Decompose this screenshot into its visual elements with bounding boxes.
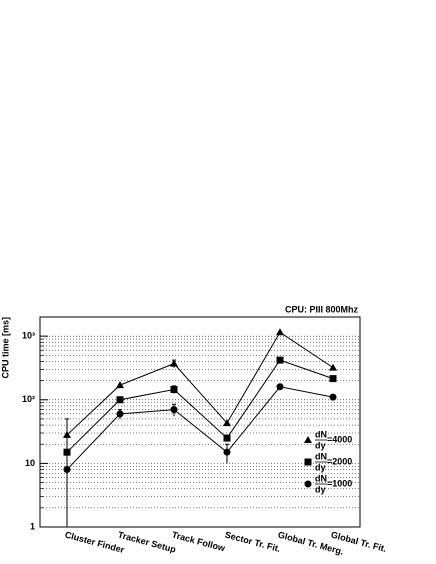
marker xyxy=(170,359,178,367)
series-line xyxy=(66,386,334,470)
legend-numerator: dN xyxy=(315,451,327,461)
legend-numerator: dN xyxy=(315,473,327,483)
legend-numerator: dN xyxy=(315,429,327,439)
legend-denominator: dy xyxy=(315,484,326,494)
y-axis-label: CPU time [ms] xyxy=(0,317,10,379)
marker xyxy=(304,480,312,488)
legend-label: =1000 xyxy=(327,478,352,488)
marker xyxy=(116,381,124,389)
x-tick-label: Sector Tr. Fit. xyxy=(224,530,282,554)
legend-label: =4000 xyxy=(327,434,352,444)
marker xyxy=(329,363,337,371)
series-line xyxy=(66,359,334,453)
marker xyxy=(116,410,124,418)
marker xyxy=(223,448,231,456)
marker xyxy=(276,383,284,391)
marker xyxy=(223,419,231,427)
marker xyxy=(329,375,337,383)
x-tick-label: Tracker Setup xyxy=(117,530,178,555)
marker xyxy=(276,356,284,364)
y-tick-label: 10² xyxy=(22,394,35,404)
series-line xyxy=(66,331,334,436)
y-tick-label: 1 xyxy=(30,521,35,531)
marker xyxy=(223,434,231,442)
y-tick-label: 10 xyxy=(25,458,35,468)
legend-denominator: dy xyxy=(315,462,326,472)
marker xyxy=(170,386,178,394)
x-tick-label: Cluster Finder xyxy=(64,530,126,556)
legend-denominator: dy xyxy=(315,440,326,450)
chart-title: CPU: PIII 800Mhz xyxy=(285,304,359,314)
marker xyxy=(116,396,124,404)
marker xyxy=(304,436,312,443)
marker xyxy=(329,393,337,401)
marker xyxy=(170,406,178,414)
plot-frame xyxy=(39,316,361,528)
marker xyxy=(63,466,71,474)
y-tick-label: 10³ xyxy=(22,331,35,341)
marker xyxy=(304,458,312,466)
legend-label: =2000 xyxy=(327,456,352,466)
marker xyxy=(276,328,284,336)
x-tick-label: Track Follow xyxy=(171,530,227,554)
